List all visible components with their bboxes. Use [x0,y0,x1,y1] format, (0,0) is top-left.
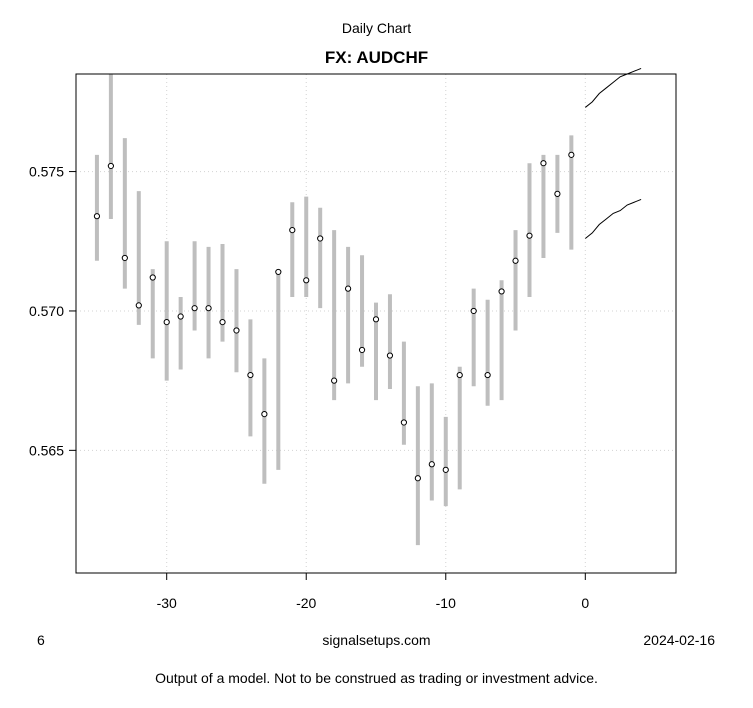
close-point [261,411,268,418]
close-point [317,235,324,242]
close-point [428,461,435,468]
close-point [456,371,463,379]
range-bars [94,74,574,546]
close-point [289,227,296,234]
close-point [233,327,240,334]
close-point [554,190,561,197]
chart-supertitle: Daily Chart [341,20,412,36]
close-point [470,307,477,315]
chart-title: FX: AUDCHF [324,48,429,67]
close-point [163,319,170,326]
close-point [442,466,449,473]
close-point [135,302,142,309]
close-point [205,305,212,312]
disclaimer-text: Output of a model. Not to be construed a… [155,670,598,686]
close-point [177,313,184,320]
close-point [191,305,198,312]
footer-date-label: 2024-02-16 [643,632,715,648]
close-point [219,319,226,326]
forecast-line-upper [584,67,642,108]
forecast-band [584,67,642,239]
close-point [275,268,282,276]
close-point [400,419,408,426]
close-point [512,257,519,264]
close-point [107,162,114,170]
close-point [303,277,310,284]
footer-site-label: signalsetups.com [322,632,431,648]
close-point [93,213,101,220]
x-tick-label: -10 [436,595,456,611]
close-point [498,288,505,295]
close-point [568,151,575,158]
x-tick-label: -20 [296,595,316,611]
forecast-line-lower [584,198,642,239]
close-point [386,352,394,359]
close-point [372,316,380,323]
close-points [93,151,575,482]
plot-frame [75,73,677,574]
close-point [149,274,156,281]
close-point [358,346,366,354]
close-point [540,160,547,167]
footer-left-label: 6 [37,632,45,648]
axes: -30 -20 -10 0 0.565 0.570 0.575 [29,164,589,611]
close-point [121,254,128,262]
close-point [247,371,254,379]
close-point [344,285,352,292]
y-tick-label: 0.575 [29,164,64,180]
close-point [484,371,491,379]
y-tick-label: 0.565 [29,442,64,458]
x-tick-label: -30 [157,595,177,611]
y-tick-label: 0.570 [29,303,64,319]
close-point [526,232,533,239]
close-point [414,475,421,482]
close-point [331,377,338,384]
x-tick-label: 0 [581,595,589,611]
